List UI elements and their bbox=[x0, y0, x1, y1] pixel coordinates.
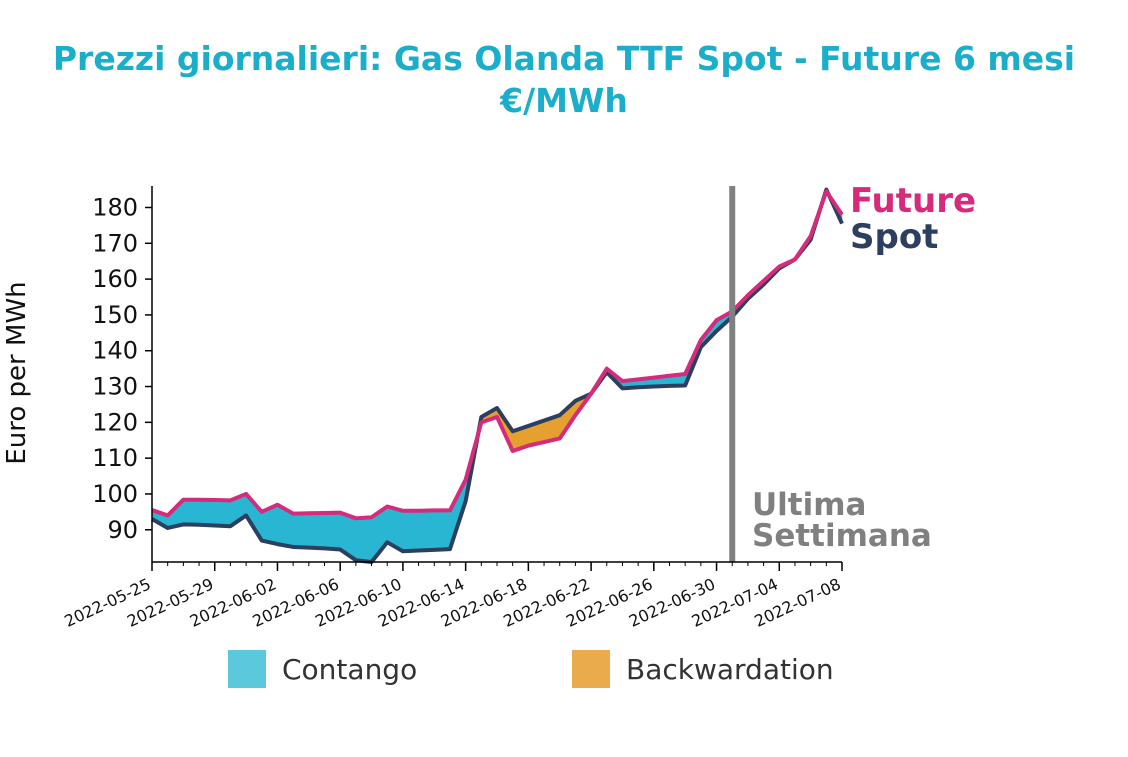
y-tick-label: 140 bbox=[92, 337, 138, 365]
contango-fill bbox=[183, 499, 200, 526]
series-lines bbox=[151, 186, 844, 564]
y-tick-label: 110 bbox=[92, 444, 138, 472]
contango-fill bbox=[214, 499, 231, 527]
y-axis-label: Euro per MWh bbox=[2, 281, 32, 464]
contango-fill bbox=[308, 512, 325, 549]
contango-fill bbox=[355, 516, 372, 563]
contango-fill bbox=[418, 510, 435, 551]
legend-item-backwardation: Backwardation bbox=[572, 650, 834, 688]
contango-fill bbox=[433, 510, 451, 551]
spot-line bbox=[151, 187, 844, 564]
contango-fill bbox=[198, 499, 216, 526]
backwardation-label: Backwardation bbox=[626, 652, 834, 686]
chart-subtitle: €/MWh bbox=[500, 81, 628, 120]
contango-fill bbox=[324, 512, 341, 550]
backwardation-swatch bbox=[572, 650, 610, 688]
annotation-line2: Settimana bbox=[752, 518, 932, 554]
contango-label: Contango bbox=[282, 652, 418, 686]
y-tick-label: 150 bbox=[92, 301, 138, 329]
future-line bbox=[151, 189, 844, 521]
contango-swatch bbox=[228, 650, 266, 688]
y-tick-label: 130 bbox=[92, 373, 138, 401]
y-tick-label: 120 bbox=[92, 408, 138, 436]
y-tick-label: 180 bbox=[92, 193, 138, 221]
annotation-line1: Ultima bbox=[752, 487, 866, 523]
y-tick-label: 160 bbox=[92, 265, 138, 293]
chart-title-block: Prezzi giornalieri: Gas Olanda TTF Spot … bbox=[0, 38, 1128, 122]
legend-item-contango: Contango bbox=[228, 650, 417, 688]
contango-fill bbox=[292, 512, 310, 548]
y-tick-label: 90 bbox=[107, 516, 138, 544]
axes: 901001101201301401501601701802022-05-252… bbox=[61, 186, 844, 631]
chart-title: Prezzi giornalieri: Gas Olanda TTF Spot … bbox=[52, 39, 1076, 78]
spot-series-label: Spot bbox=[850, 217, 938, 257]
future-series-label: Future bbox=[850, 181, 976, 221]
y-tick-label: 170 bbox=[92, 229, 138, 257]
contango-fill bbox=[402, 510, 419, 552]
y-tick-label: 100 bbox=[92, 480, 138, 508]
